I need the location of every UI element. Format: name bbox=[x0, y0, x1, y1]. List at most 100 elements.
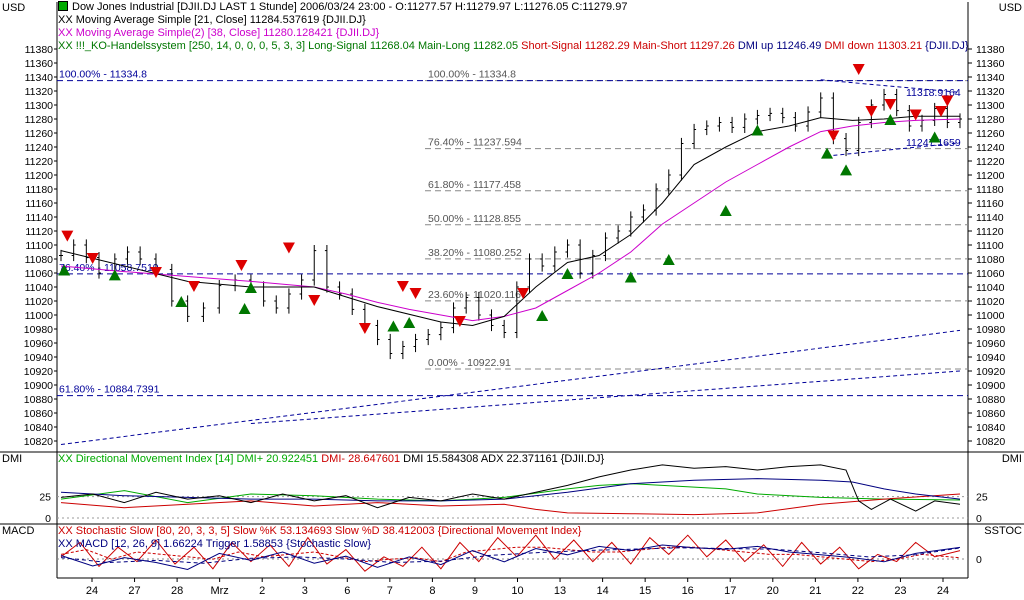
channel-top-line bbox=[820, 79, 961, 93]
fib-level-label: 61.80% - 11177.458 bbox=[428, 179, 521, 191]
sell-signal-triangle[interactable] bbox=[396, 281, 409, 292]
sell-signal-triangle[interactable] bbox=[941, 95, 954, 107]
buy-signal-triangle[interactable] bbox=[536, 310, 549, 321]
buy-signal-triangle[interactable] bbox=[108, 269, 121, 281]
x-tick-label: 23 bbox=[894, 585, 906, 597]
buy-signal-triangle[interactable] bbox=[662, 254, 675, 265]
sell-signal-triangle[interactable] bbox=[865, 106, 878, 117]
sell-signal-triangle[interactable] bbox=[86, 253, 99, 264]
y-tick-label-right: 11380 bbox=[976, 44, 1005, 56]
y-tick-label-left: 11260 bbox=[25, 128, 54, 140]
legend-ma21[interactable]: XX Moving Average Simple [21, Close] 112… bbox=[58, 14, 366, 26]
dmi-legend[interactable]: XX Directional Movement Index [14] DMI+ … bbox=[58, 453, 604, 466]
buy-signal-triangle[interactable] bbox=[58, 264, 71, 276]
sell-signal-triangle[interactable] bbox=[358, 323, 371, 334]
buy-signal-triangle[interactable] bbox=[403, 317, 416, 328]
buy-signal-triangle[interactable] bbox=[238, 303, 251, 314]
sell-signal-triangle[interactable] bbox=[308, 295, 321, 306]
buy-signal-triangle[interactable] bbox=[175, 296, 188, 307]
channel-bottom-line bbox=[833, 142, 961, 156]
left-fib-label: 61.80% - 10884.7391 bbox=[59, 384, 160, 396]
x-tick-label: 6 bbox=[344, 585, 350, 597]
legend-dmi-up-part: DMI up 11246.49 bbox=[737, 40, 825, 52]
y-tick-label-left: 11320 bbox=[25, 86, 54, 98]
dmi-tick-label-left: 0 bbox=[45, 513, 51, 525]
x-tick-label: 2 bbox=[259, 585, 265, 597]
sell-signal-triangle[interactable] bbox=[409, 288, 422, 299]
sell-signal-triangle[interactable] bbox=[827, 130, 840, 142]
x-tick-label: 15 bbox=[639, 585, 651, 597]
ma21-line bbox=[60, 115, 960, 327]
buy-signal-triangle[interactable] bbox=[884, 114, 897, 125]
fib-level-label: 100.00% - 11334.8 bbox=[428, 69, 516, 81]
price-axis-unit-left: USD bbox=[2, 2, 26, 14]
sstoc-panel-label: SSTOC bbox=[984, 525, 1022, 537]
sell-signal-triangle[interactable] bbox=[935, 106, 948, 117]
instrument-icon bbox=[58, 1, 68, 11]
buy-signal-triangle[interactable] bbox=[840, 164, 853, 176]
adx-line bbox=[60, 478, 961, 502]
y-tick-label-left: 10900 bbox=[24, 380, 53, 392]
y-tick-label-left: 11000 bbox=[25, 310, 54, 322]
y-tick-label-right: 11280 bbox=[976, 114, 1005, 126]
dmi-minus-line bbox=[60, 493, 961, 516]
sell-signal-triangle[interactable] bbox=[187, 281, 200, 292]
buy-signal-triangle[interactable] bbox=[387, 320, 400, 332]
y-tick-label-left: 10880 bbox=[24, 394, 53, 406]
y-tick-label-left: 11340 bbox=[25, 72, 54, 84]
y-tick-label-left: 10820 bbox=[24, 436, 53, 448]
chart-title-row: Dow Jones Industrial [DJII.DJ LAST 1 Stu… bbox=[58, 1, 627, 14]
y-tick-label-right: 11340 bbox=[976, 72, 1005, 84]
x-tick-label: 7 bbox=[387, 585, 393, 597]
y-tick-label-right: 11240 bbox=[976, 142, 1005, 154]
y-tick-label-right: 11040 bbox=[976, 282, 1005, 294]
buy-signal-triangle[interactable] bbox=[821, 147, 834, 159]
sell-signal-triangle[interactable] bbox=[149, 267, 162, 278]
sell-signal-triangle[interactable] bbox=[909, 109, 922, 121]
y-tick-label-left: 10980 bbox=[24, 324, 53, 336]
sell-signal-triangle[interactable] bbox=[235, 260, 248, 271]
y-tick-label-right: 10860 bbox=[976, 408, 1005, 420]
buy-signal-triangle[interactable] bbox=[561, 268, 574, 279]
buy-signal-triangle[interactable] bbox=[928, 131, 941, 143]
y-tick-label-right: 10940 bbox=[976, 352, 1005, 364]
y-tick-label-right: 11260 bbox=[976, 128, 1005, 140]
y-tick-label-right: 10900 bbox=[976, 380, 1005, 392]
y-tick-label-left: 11120 bbox=[25, 226, 53, 238]
y-tick-label-right: 11360 bbox=[976, 58, 1005, 70]
legend-symbol-part: {DJII.DJ} bbox=[925, 40, 969, 52]
fib-level-label: 38.20% - 11080.252 bbox=[428, 247, 522, 259]
legend-ma38[interactable]: XX Moving Average Simple(2) [38, Close] … bbox=[58, 27, 380, 39]
buy-signal-triangle[interactable] bbox=[624, 271, 637, 283]
sell-signal-triangle[interactable] bbox=[282, 242, 295, 254]
legend-trading-system[interactable]: XX !!!_KO-Handelssystem [250, 14, 0, 0, … bbox=[58, 40, 969, 53]
sell-signal-triangle[interactable] bbox=[453, 316, 466, 327]
y-tick-label-left: 10840 bbox=[24, 422, 53, 434]
macd-tick-label: 0 bbox=[976, 554, 982, 566]
dmi-tick-label-right: 25 bbox=[976, 492, 988, 504]
x-tick-label: 22 bbox=[852, 585, 864, 597]
y-tick-label-left: 11160 bbox=[25, 198, 53, 210]
sell-signal-triangle[interactable] bbox=[517, 288, 530, 299]
stoch-k-line bbox=[60, 534, 961, 572]
price-axis-unit-right: USD bbox=[998, 2, 1022, 14]
y-tick-label-left: 11300 bbox=[25, 100, 54, 112]
dmi-panel-label-right: DMI bbox=[1001, 453, 1022, 465]
sell-signal-triangle[interactable] bbox=[884, 99, 897, 110]
stochastic-legend[interactable]: XX Stochastic Slow [80, 20, 3, 3, 5] Slo… bbox=[58, 525, 582, 537]
buy-signal-triangle[interactable] bbox=[719, 205, 732, 216]
buy-signal-triangle[interactable] bbox=[244, 282, 257, 293]
y-tick-label-left: 11080 bbox=[25, 254, 54, 266]
buy-signal-triangle[interactable] bbox=[751, 124, 764, 136]
macd-legend[interactable]: XX MACD [12, 26, 9] 1.66224 Trigger 1.58… bbox=[58, 538, 372, 550]
y-tick-label-right: 11300 bbox=[976, 100, 1005, 112]
dmi-plus-line bbox=[60, 483, 961, 504]
sell-signal-triangle[interactable] bbox=[852, 64, 865, 75]
macd-panel-label: MACD bbox=[2, 525, 35, 537]
y-tick-label-left: 11100 bbox=[25, 240, 53, 252]
sell-signal-triangle[interactable] bbox=[61, 230, 74, 242]
y-tick-label-left: 11040 bbox=[25, 282, 54, 294]
y-tick-label-left: 10920 bbox=[24, 366, 53, 378]
x-tick-label: Mrz bbox=[210, 585, 228, 597]
